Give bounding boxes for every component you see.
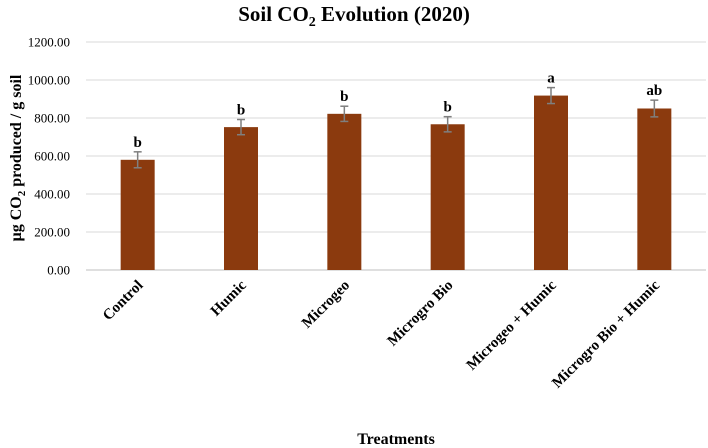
y-tick-label: 200.00 <box>34 225 70 240</box>
category-label: Microgro Bio <box>385 278 457 350</box>
chart-title: Soil CO2 Evolution (2020) <box>238 2 470 30</box>
significance-label: b <box>340 89 348 105</box>
gridlines <box>86 41 706 271</box>
category-label: Microgro Bio + Humic <box>549 277 663 391</box>
bar <box>327 113 362 270</box>
significance-label: a <box>547 71 555 87</box>
y-tick-label: 400.00 <box>34 187 70 202</box>
category-label: Microgeo + Humic <box>464 277 560 373</box>
significance-label: b <box>237 103 245 119</box>
y-tick-label: 800.00 <box>34 111 70 126</box>
y-tick-label: 600.00 <box>34 149 70 164</box>
y-axis-title: μg CO2 produced / g soil <box>8 74 28 241</box>
bar <box>120 159 155 270</box>
bar <box>430 124 465 271</box>
x-axis-categories: Control Humic Microgeo Microgro Bio Microgeo… <box>100 277 663 391</box>
bar <box>534 95 568 270</box>
y-axis-ticks: 0.00 200.00 400.00 600.00 800.00 1000.00 1200.… <box>28 35 70 278</box>
x-axis-title: Treatments <box>357 431 435 448</box>
bar <box>637 108 672 270</box>
y-tick-label: 1200.00 <box>28 35 70 50</box>
bars: b b b b a ab <box>120 71 672 271</box>
significance-label: b <box>443 100 451 116</box>
category-label: Control <box>100 278 146 324</box>
significance-label: ab <box>646 83 662 99</box>
category-label: Humic <box>208 277 250 319</box>
significance-label: b <box>133 135 141 151</box>
y-tick-label: 1000.00 <box>28 73 70 88</box>
y-tick-label: 0.00 <box>47 263 70 278</box>
category-label: Microgeo <box>299 278 353 332</box>
bar <box>224 127 258 271</box>
